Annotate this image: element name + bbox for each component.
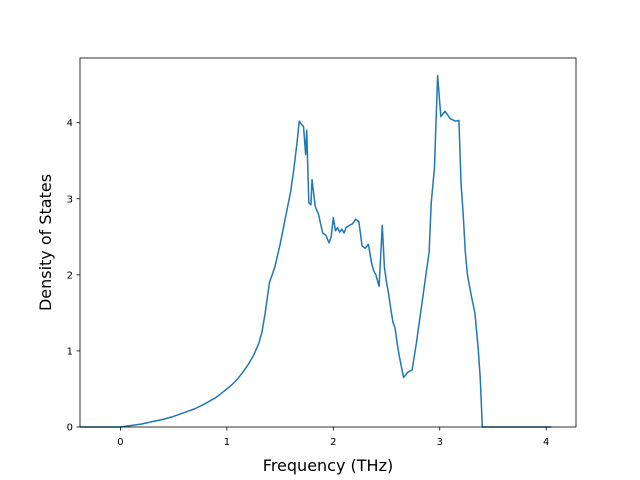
x-tick-label: 1 [224,437,230,448]
y-tick-label: 4 [67,118,73,129]
series-line-0 [80,74,552,428]
plot-area [80,58,576,427]
x-tick-label: 0 [117,437,123,448]
y-tick-label: 0 [67,423,73,434]
y-tick-label: 3 [67,194,73,205]
x-tick-label: 2 [330,437,336,448]
tick-layer: 0 1 2 3 4 0 1 2 3 4 [67,118,550,448]
y-axis-label: Density of States [36,174,55,311]
x-axis-label: Frequency (THz) [263,456,393,475]
data-layer [80,74,552,428]
plot-frame [79,57,577,428]
x-tick-label: 4 [543,437,549,448]
x-tick-label: 3 [437,437,443,448]
y-tick-label: 1 [67,346,73,357]
y-tick-label: 2 [67,270,73,281]
